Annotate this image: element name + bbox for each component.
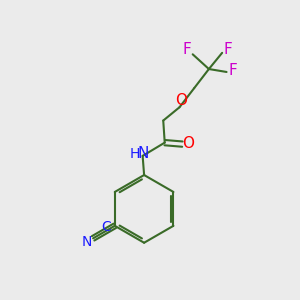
Text: N: N: [137, 146, 149, 161]
Text: N: N: [81, 235, 92, 249]
Text: F: F: [229, 63, 237, 78]
Text: F: F: [224, 42, 233, 57]
Text: C: C: [101, 220, 111, 234]
Text: H: H: [129, 146, 140, 161]
Text: F: F: [182, 42, 191, 57]
Text: O: O: [175, 93, 187, 108]
Text: O: O: [182, 136, 194, 151]
